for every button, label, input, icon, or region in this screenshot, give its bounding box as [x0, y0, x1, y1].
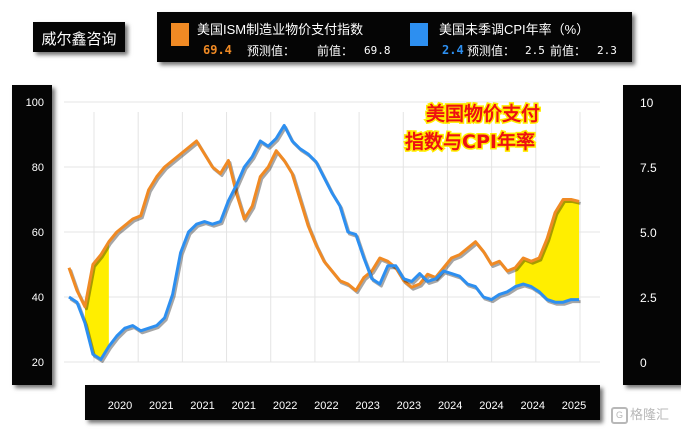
legend-previous-value-cpi: 2.3 [597, 44, 617, 57]
legend-box: 美国ISM制造业物价支付指数 69.4 预测值： 前值： 69.8 美国未季调C… [157, 12, 632, 62]
brand-box: 威尔鑫咨询 [33, 22, 125, 52]
series-line-1 [67, 139, 580, 309]
brand-label: 威尔鑫咨询 [41, 31, 117, 48]
x-tick-label: 2021 [232, 400, 256, 412]
bottom-axis-panel [85, 385, 600, 420]
watermark: G 格隆汇 [611, 404, 670, 425]
x-tick-label: 2025 [562, 400, 586, 412]
x-tick-label: 2022 [314, 400, 338, 412]
legend-swatch-cpi [410, 23, 428, 46]
left-axis-panel [12, 85, 52, 385]
legend-value-ism: 69.4 [203, 43, 232, 57]
x-tick-label: 2021 [190, 400, 214, 412]
legend-name-cpi: 美国未季调CPI年率（%） [439, 22, 590, 37]
x-tick-label: 2024 [520, 400, 544, 412]
x-tick-label: 2022 [273, 400, 297, 412]
watermark-logo-icon: G [611, 407, 628, 425]
series-line-shadow-2 [69, 125, 581, 363]
legend-previous-label-ism: 前值： [317, 44, 354, 58]
x-tick-label: 2024 [479, 400, 503, 412]
x-tick-label: 2024 [438, 400, 462, 412]
y-right-tick-label: 7.5 [640, 161, 657, 175]
legend-value-cpi: 2.4 [442, 43, 464, 57]
y-left-tick-label: 60 [32, 227, 44, 239]
y-right-tick-label: 0 [640, 356, 647, 370]
y-right-tick-label: 5.0 [640, 226, 657, 240]
y-left-tick-label: 80 [32, 162, 44, 174]
legend-forecast-label-cpi: 预测值： [467, 44, 516, 58]
highlight-area-2020 [84, 241, 109, 360]
legend-name-ism: 美国ISM制造业物价支付指数 [197, 22, 364, 37]
legend-swatch-ism [171, 23, 189, 46]
legend-previous-value-ism: 69.8 [364, 44, 391, 57]
y-left-tick-label: 100 [26, 97, 44, 109]
series-line-shadow-1 [69, 141, 581, 311]
x-tick-label: 2023 [355, 400, 379, 412]
legend-previous-label-cpi: 前值： [550, 44, 587, 58]
right-axis-panel [623, 85, 681, 385]
y-right-tick-label: 2.5 [640, 291, 657, 305]
chart-title-line-1: 美国物价支付 [426, 102, 540, 125]
y-left-tick-label: 20 [32, 357, 44, 369]
legend-forecast-label-ism: 预测值： [247, 44, 296, 58]
y-left-tick-label: 40 [32, 292, 44, 304]
x-tick-label: 2021 [149, 400, 173, 412]
x-tick-label: 2023 [397, 400, 421, 412]
series-line-2 [68, 123, 580, 361]
watermark-label: 格隆汇 [630, 407, 670, 422]
highlight-area-2025 [515, 199, 580, 303]
x-tick-label: 2020 [108, 400, 132, 412]
legend-forecast-value-cpi: 2.5 [525, 44, 545, 57]
chart-title-line-2: 指数与CPI年率 [405, 130, 535, 153]
y-right-tick-label: 10 [640, 96, 654, 110]
